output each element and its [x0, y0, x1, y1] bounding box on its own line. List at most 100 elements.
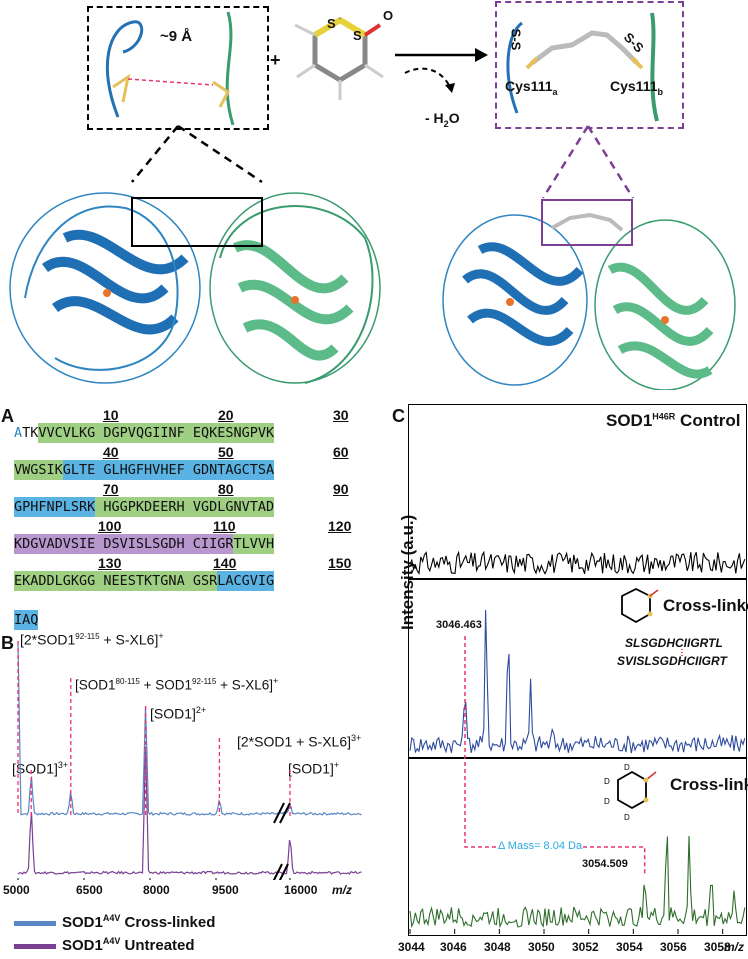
zoom-connectors — [131, 124, 635, 199]
sulfur-label-2: S — [353, 28, 362, 43]
seq-seg: GPHFNPLSRK — [14, 497, 96, 517]
ss-bond-left: S-S — [508, 28, 524, 51]
c-xtick-3058: 3058 — [704, 940, 731, 954]
delta-mass-connector — [464, 636, 646, 874]
seq-seg: TK — [22, 425, 39, 441]
seq-seg: VVCVLKG DGPVQGIINF EQKESNGPVK — [38, 423, 275, 443]
svg-text:D: D — [624, 813, 630, 822]
seq-tick-70: 70 — [103, 481, 119, 497]
plus-sign: + — [270, 50, 281, 70]
seq-tick-50: 50 — [218, 444, 234, 460]
left-zoom-structure — [105, 11, 235, 125]
c-sub2-peak-label: 3046.463 — [436, 619, 482, 631]
crosslinked-peptide-2: SVISLSGDHCIIGRT — [617, 654, 727, 668]
ms-trace-1 — [17, 746, 362, 875]
seq-row-5: EKADDLGKGG NEESTKTGNA GSRLACGVIG — [14, 571, 275, 591]
seq-seg: TLVVH — [233, 534, 275, 554]
sod1-dimer-crosslinked-structure — [442, 199, 736, 390]
peak-label-sod1-2plus: [SOD1]2+ — [150, 705, 207, 722]
c-sub2-title: Cross-linked — [663, 596, 748, 615]
seq-row-3: GPHFNPLSRK HGGPKDEERH VGDLGNVTAD — [14, 497, 275, 517]
seq-seg: LACGVIG — [217, 571, 275, 591]
c-trace-0 — [409, 550, 746, 576]
reaction-arrow — [395, 48, 488, 93]
seq-seg: A — [14, 425, 23, 441]
legend-swatch-untreated — [14, 944, 56, 949]
peak-label-dimer: [2*SOD192-115 + S-XL6]+ — [20, 631, 164, 648]
seq-seg: GG NEESTKTGNA GSR — [79, 571, 218, 591]
svg-text:D: D — [604, 797, 610, 806]
deuterated-sxl6-icon: D D D D — [604, 763, 657, 822]
seq-tick-90: 90 — [333, 481, 349, 497]
distance-label: ~9 Å — [160, 28, 193, 45]
c-xlabel: m/z — [724, 940, 745, 954]
c-sub3-title: Cross-linked — [670, 775, 748, 794]
b-xlabel: m/z — [332, 883, 353, 897]
sxl6-ring-icon — [621, 587, 659, 624]
panel-c-letter: C — [392, 406, 405, 426]
c-xtick-3046: 3046 — [440, 940, 467, 954]
b-xtick-6500: 6500 — [76, 883, 103, 897]
peak-label-hetero: [SOD180-115 + SOD192-115 + S-XL6]+ — [75, 676, 279, 693]
sulfur-label-1: S — [327, 16, 336, 31]
legend-swatch-crosslinked — [14, 921, 56, 926]
c-divider-1 — [408, 578, 747, 580]
axis-break-mark — [272, 863, 283, 880]
panel-b-letter: B — [1, 633, 14, 653]
c-sub1-title: SOD1H46R Control — [606, 411, 741, 430]
seq-tick-20: 20 — [218, 407, 234, 423]
seq-tick-120: 120 — [328, 518, 352, 534]
oxygen-label: O — [383, 8, 394, 23]
crosslinked-peptide-1: SLSGDHCIIGRTL — [625, 636, 723, 650]
b-xtick-16000: 16000 — [284, 883, 318, 897]
seq-tick-130: 130 — [98, 555, 122, 571]
c-xtick-3052: 3052 — [572, 940, 599, 954]
seq-tick-140: 140 — [213, 555, 237, 571]
axis-break-mark — [279, 802, 291, 824]
c-trace-1 — [409, 609, 746, 754]
c-xtick-3044: 3044 — [398, 940, 425, 954]
b-xtick-8000: 8000 — [143, 883, 170, 897]
peak-label-sod1-1plus: [SOD1]+ — [288, 760, 340, 777]
water-loss-label: - H2O — [425, 110, 460, 129]
ms-spectrum-c — [409, 550, 746, 934]
seq-tick-10: 10 — [103, 407, 119, 423]
seq-seg: KDGVADVSIE DSVISLSGDH CIIGR — [14, 534, 234, 554]
cys111a-label: Cys111a — [505, 78, 558, 97]
peak-label-sod1-3plus: [SOD1]3+ — [12, 760, 69, 777]
c-sub3-peak-label: 3054.509 — [582, 858, 628, 870]
seq-tick-30: 30 — [333, 407, 349, 423]
seq-seg: EKADDLGK — [14, 571, 80, 591]
ms-spectrum-b — [17, 640, 362, 880]
svg-text:D: D — [624, 763, 630, 772]
c-trace-2 — [409, 835, 746, 929]
c-frame — [408, 404, 747, 936]
legend-label-crosslinked: SOD1A4V Cross-linked — [62, 913, 216, 931]
legend-label-untreated: SOD1A4V Untreated — [62, 936, 195, 954]
b-xtick-9500: 9500 — [212, 883, 239, 897]
cys111b-label: Cys111b — [610, 78, 663, 97]
seq-tick-110: 110 — [213, 518, 236, 534]
ms-trace-0 — [17, 640, 362, 816]
seq-row-1: ATKVVCVLKG DGPVQGIINF EQKESNGPVK — [14, 423, 275, 443]
right-zoom-structure — [506, 12, 659, 122]
seq-tick-60: 60 — [333, 444, 349, 460]
c-divider-2 — [408, 757, 747, 759]
seq-tick-100: 100 — [98, 518, 122, 534]
c-xtick-3048: 3048 — [484, 940, 511, 954]
svg-text:D: D — [604, 777, 610, 786]
seq-row-2: VWGSIKGLTE GLHGFHVHEF GDNTAGCTSA — [14, 460, 275, 480]
seq-seg: HGGPKDEERH VGDLGNVTAD — [95, 497, 275, 517]
seq-tick-40: 40 — [103, 444, 119, 460]
seq-row-4: KDGVADVSIE DSVISLSGDH CIIGRTLVVH — [14, 534, 275, 554]
seq-row-6: IAQ — [14, 610, 39, 630]
panel-a-letter: A — [1, 406, 14, 426]
sod1-dimer-untreated-structure — [9, 192, 381, 384]
delta-mass-label: Δ Mass= 8.04 Da — [498, 840, 583, 852]
seq-seg: IAQ — [14, 610, 39, 630]
b-xtick-5000: 5000 — [3, 883, 30, 897]
peak-label-full-dimer: [2*SOD1 + S-XL6]3+ — [237, 733, 362, 750]
axis-break-mark — [278, 863, 289, 880]
seq-seg: VWGSIK — [14, 460, 63, 480]
c-xtick-3056: 3056 — [660, 940, 687, 954]
